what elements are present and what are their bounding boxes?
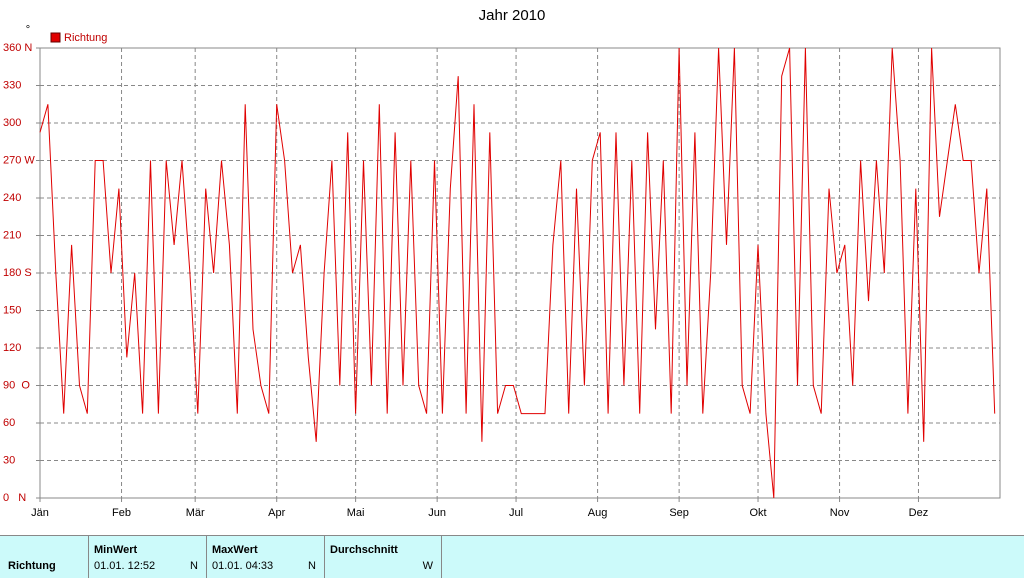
y-tick-label: 330 [3, 79, 21, 91]
legend-swatch [50, 32, 61, 43]
cell: W [422, 560, 433, 572]
y-tick-label: 240 [3, 192, 21, 204]
y-tick-label: 180 S [3, 267, 32, 279]
legend-label: Richtung [64, 32, 107, 44]
x-tick-label: Nov [830, 507, 850, 519]
cell: 01.01. 04:33 [212, 560, 274, 572]
cell: N [308, 560, 316, 572]
col-title: MinWert [94, 544, 138, 556]
y-tick-label: 300 [3, 117, 21, 129]
chart: Jahr 2010 ° Richtung 0 N 30 60 90 O 120 150 18… [3, 7, 1001, 519]
chart-title: Jahr 2010 [479, 7, 546, 24]
x-tick-label: Feb [112, 507, 131, 519]
y-tick-label: 60 [3, 417, 15, 429]
y-tick-label: 150 [3, 304, 21, 316]
legend: Richtung [50, 32, 107, 44]
cell: 01.01. 12:52 [94, 560, 156, 572]
row-header: Richtung [8, 560, 56, 572]
cell: N [190, 560, 198, 572]
series-line [39, 47, 996, 499]
x-tick-label: Sep [669, 507, 689, 519]
y-tick-label: 0 N [3, 492, 26, 504]
col-title: MaxWert [212, 544, 258, 556]
y-tick-label: 120 [3, 342, 21, 354]
y-tick-label: 30 [3, 454, 15, 466]
x-tick-label: Aug [588, 507, 608, 519]
y-unit: ° [26, 24, 30, 36]
x-tick-label: Jän [31, 507, 49, 519]
x-tick-label: Okt [749, 507, 766, 519]
x-tick-label: Jun [428, 507, 446, 519]
x-tick-label: Mai [347, 507, 365, 519]
y-tick-label: 210 [3, 229, 21, 241]
x-tick-label: Jul [509, 507, 523, 519]
x-tick-label: Apr [268, 507, 285, 519]
y-tick-label: 90 O [3, 379, 30, 391]
y-tick-label: 270 W [3, 154, 35, 166]
x-tick-label: Dez [909, 507, 929, 519]
x-tick-label: Mär [186, 507, 205, 519]
y-tick-label: 360 N [3, 42, 32, 54]
col-title: Durchschnitt [330, 544, 398, 556]
summary-table: Richtung MinWert 01.01. 12:52 N MaxWert 01.… [0, 535, 1024, 578]
